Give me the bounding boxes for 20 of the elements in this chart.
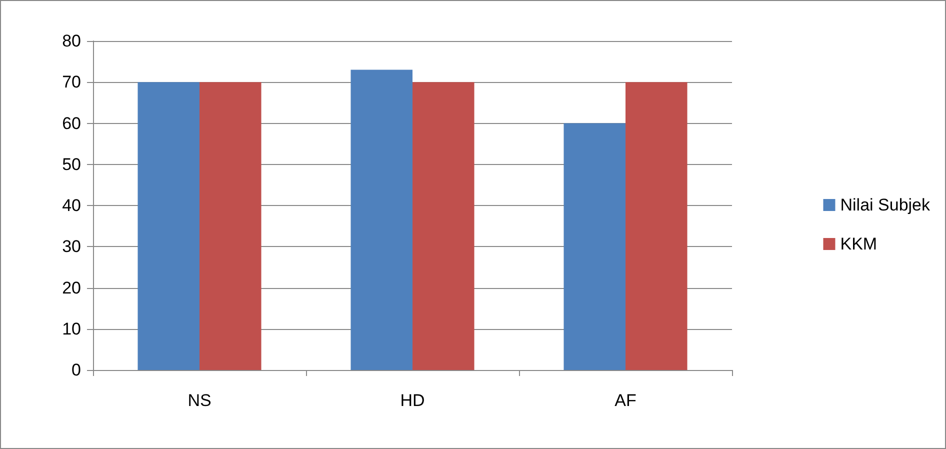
bar	[564, 123, 626, 370]
y-tick-label: 0	[72, 360, 81, 380]
bar	[200, 82, 262, 370]
legend-label: Nilai Subjek	[840, 196, 930, 214]
y-tick-label: 20	[62, 278, 81, 298]
legend-label: KKM	[840, 234, 878, 254]
y-tick-label: 80	[62, 32, 81, 50]
y-tick-label: 70	[62, 72, 81, 92]
x-tick-label: AF	[614, 391, 636, 410]
bar	[138, 82, 200, 370]
x-tick-label: HD	[400, 391, 425, 410]
y-tick-label: 60	[62, 114, 81, 133]
x-tick-label: NS	[188, 391, 212, 410]
y-tick-label: 50	[62, 154, 81, 174]
y-tick-label: 30	[62, 237, 81, 256]
y-tick-label: 40	[62, 196, 81, 215]
bar	[350, 70, 412, 370]
bar	[412, 82, 474, 370]
bar	[626, 82, 688, 370]
y-tick-label: 10	[62, 319, 81, 338]
